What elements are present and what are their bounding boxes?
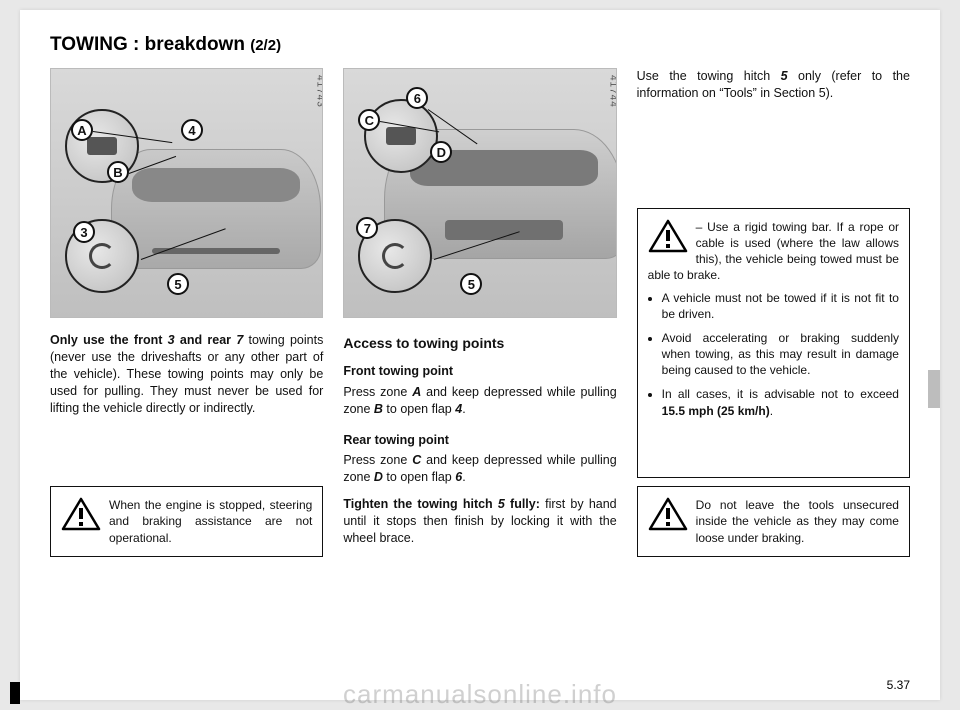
warning-list: A vehicle must not be towed if it is not… [648, 290, 899, 419]
heading-rear-point: Rear towing point [343, 432, 616, 449]
marker-4: 4 [181, 119, 203, 141]
marker-5: 5 [167, 273, 189, 295]
columns: 41743 A B 4 3 5 Only use the front 3 and… [50, 68, 910, 557]
page-title: TOWING : breakdown (2/2) [50, 34, 910, 56]
illustration-front: 41743 A B 4 3 5 [50, 68, 323, 318]
warning-icon [61, 497, 101, 531]
marker-A: A [71, 119, 93, 141]
marker-6: 6 [406, 87, 428, 109]
page-number: 5.37 [887, 678, 910, 692]
title-sub: (2/2) [250, 37, 281, 54]
marker-3: 3 [73, 221, 95, 243]
front-rear-points-paragraph: Only use the front 3 and rear 7 towing p… [50, 332, 323, 416]
rear-point-paragraph: Press zone C and keep depressed while pu… [343, 452, 616, 486]
warning-tools-loose: Do not leave the tools unsecured inside … [637, 486, 910, 557]
illustration-rear: 41744 C D 6 7 5 [343, 68, 616, 318]
warn-item-braking: Avoid accelerating or braking suddenly w… [662, 330, 899, 379]
warning-text: Do not leave the tools unsecured inside … [696, 498, 899, 544]
warning-towing-rules: – Use a rigid towing bar. If a rope or c… [637, 208, 910, 478]
warn-item-speed: In all cases, it is advisable not to exc… [662, 386, 899, 418]
warning-text: When the engine is stopped, steering and… [109, 498, 312, 544]
column-2: 41744 C D 6 7 5 Access to towing points … [343, 68, 616, 557]
use-hitch-paragraph: Use the towing hitch 5 only (refer to th… [637, 68, 910, 102]
marker-5r: 5 [460, 273, 482, 295]
heading-front-point: Front towing point [343, 363, 616, 380]
tighten-paragraph: Tighten the towing hitch 5 fully: first … [343, 496, 616, 547]
bold-only-use: Only use the front 3 and rear 7 [50, 333, 243, 347]
section-tab [928, 370, 940, 408]
column-1: 41743 A B 4 3 5 Only use the front 3 and… [50, 68, 323, 557]
front-point-paragraph: Press zone A and keep depressed while pu… [343, 384, 616, 418]
warning-icon [648, 219, 688, 253]
column-3: Use the towing hitch 5 only (refer to th… [637, 68, 910, 557]
title-main: TOWING : breakdown [50, 34, 250, 55]
image-ref: 41744 [606, 75, 617, 108]
image-ref: 41743 [313, 75, 324, 108]
corner-mark [10, 682, 20, 704]
warn-item-notfit: A vehicle must not be towed if it is not… [662, 290, 899, 322]
manual-page: TOWING : breakdown (2/2) 41743 A B 4 3 5… [20, 10, 940, 700]
warning-icon [648, 497, 688, 531]
marker-B: B [107, 161, 129, 183]
warning-engine-stopped: When the engine is stopped, steering and… [50, 486, 323, 557]
heading-access: Access to towing points [343, 334, 616, 353]
